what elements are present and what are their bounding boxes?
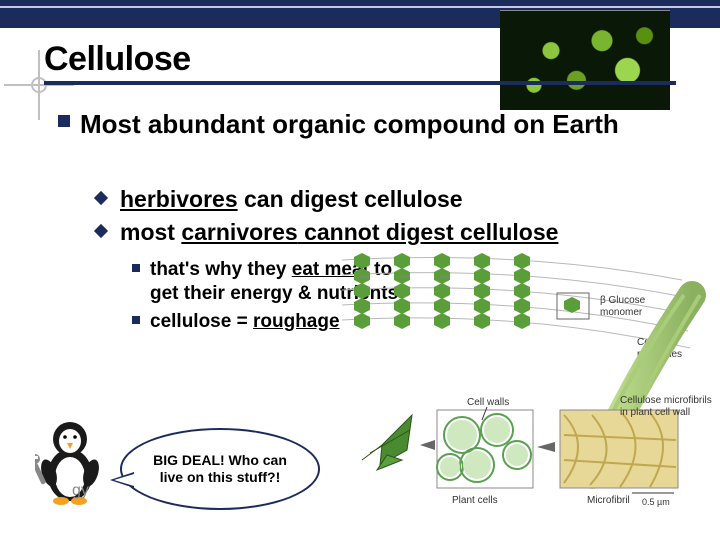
svg-text:OH: OH [360,275,369,281]
sub-u: herbivores [120,186,238,212]
cellulose-diagram: OHOHOH Cellulose molecules β Glucose mon… [332,245,712,525]
footer-fragment: gy [72,482,89,500]
scale-label: 0.5 µm [642,497,670,507]
sub-item-carnivores: most carnivores cannot digest cellulose [120,217,690,248]
slide-title: Cellulose [44,40,676,79]
sub-post: can digest cellulose [238,186,463,212]
square-bullet-icon [132,316,140,324]
speech-bubble: BIG DEAL! Who can live on this stuff?! [120,428,320,510]
svg-text:Cellulose microfibrils: Cellulose microfibrils [620,395,712,406]
speech-text: BIG DEAL! Who can live on this stuff?! [140,452,300,486]
title-wrap: Cellulose [44,40,676,85]
main-bullet-text: Most abundant organic compound on Earth [80,109,619,139]
label-microfibril: Microfibril [587,495,630,506]
sub-item-herbivores: herbivores can digest cellulose [120,184,690,215]
svg-text:monomer: monomer [600,307,643,318]
header-thin-line [0,6,720,8]
diamond-bullet-icon [94,191,108,205]
sub-pre: most [120,219,181,245]
sub-u: carnivores [181,219,297,245]
main-bullet: Most abundant organic compound on Earth [80,108,660,141]
label-cell-walls: Cell walls [467,397,509,408]
svg-text:β Glucose: β Glucose [600,295,646,306]
subsub-text: cellulose = roughage [150,311,340,332]
svg-text:OH: OH [440,275,449,281]
diamond-bullet-icon [94,224,108,238]
speech-tail-icon [110,472,134,488]
penguin-cartoon [35,415,105,505]
svg-text:OH: OH [400,275,409,281]
title-underline [44,81,676,85]
sub-bullet-list: herbivores can digest cellulose most car… [120,184,690,250]
svg-text:in plant cell wall: in plant cell wall [620,407,690,418]
square-bullet-icon [58,115,70,127]
diagram-svg: OHOHOH Cellulose molecules β Glucose mon… [332,245,712,525]
sub-post-u: cannot digest cellulose [298,219,559,245]
square-bullet-icon [132,264,140,272]
label-plant-cells: Plant cells [452,495,498,506]
